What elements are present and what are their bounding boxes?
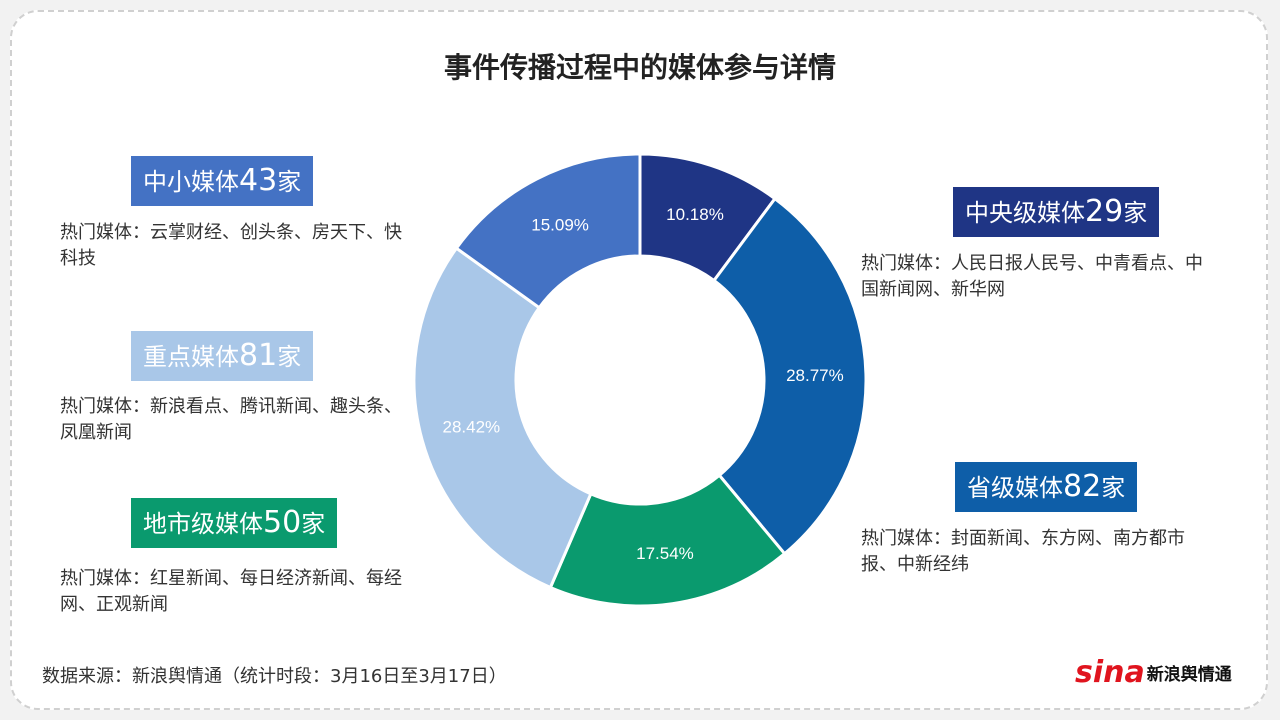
desc-city-media: 热门媒体：红星新闻、每日经济新闻、每经网、正观新闻: [60, 568, 402, 615]
group-small-media: 中小媒体43家: [131, 156, 314, 206]
badge-count: 81: [239, 338, 278, 373]
badge-label: 中央级媒体: [965, 199, 1085, 227]
sina-logo: sina 新浪舆情通: [1075, 652, 1232, 692]
badge-city-media: 地市级媒体50家: [131, 498, 338, 548]
badge-key-media: 重点媒体81家: [131, 331, 314, 381]
group-key-media: 重点媒体81家: [131, 331, 314, 381]
badge-count: 29: [1085, 194, 1124, 229]
group-province-media: 省级媒体82家: [955, 462, 1138, 512]
desc-small-media: 热门媒体：云掌财经、创头条、房天下、快科技: [60, 222, 402, 269]
badge-count: 43: [239, 163, 278, 198]
desc-central-media: 热门媒体：人民日报人民号、中青看点、中国新闻网、新华网: [861, 253, 1203, 300]
group-central-media: 中央级媒体29家: [953, 187, 1160, 237]
slice-city: [548, 473, 787, 608]
badge-unit: 家: [277, 168, 302, 196]
badge-unit: 家: [277, 343, 302, 371]
chart-title: 事件传播过程中的媒体参与详情: [443, 51, 836, 84]
badge-count: 50: [263, 505, 302, 540]
slice-label: 10.18%: [666, 205, 724, 224]
badge-label: 重点媒体: [143, 343, 239, 371]
slice-label: 28.42%: [443, 418, 501, 437]
logo-text: 新浪舆情通: [1146, 664, 1232, 685]
badge-unit: 家: [1123, 199, 1148, 227]
desc-province-media: 热门媒体：封面新闻、东方网、南方都市报、中新经纬: [861, 528, 1185, 575]
badge-unit: 家: [1101, 474, 1126, 502]
slice-label: 28.77%: [786, 366, 844, 385]
desc-key-media: 热门媒体：新浪看点、腾讯新闻、趣头条、凤凰新闻: [60, 396, 402, 443]
slice-province: [711, 196, 868, 556]
badge-province-media: 省级媒体82家: [955, 462, 1138, 512]
badge-label: 中小媒体: [143, 168, 239, 196]
slice-label: 17.54%: [636, 544, 694, 563]
sina-eye-icon: sina: [1075, 654, 1145, 690]
badge-central-media: 中央级媒体29家: [953, 187, 1160, 237]
data-source: 数据来源：新浪舆情通（统计时段：3月16日至3月17日）: [42, 666, 507, 687]
badge-count: 82: [1063, 469, 1102, 504]
group-city-media: 地市级媒体50家: [131, 498, 338, 548]
badge-label: 省级媒体: [967, 474, 1063, 502]
slice-key: [412, 246, 593, 590]
badge-label: 地市级媒体: [143, 510, 263, 538]
badge-unit: 家: [301, 510, 326, 538]
slice-small: [454, 152, 642, 310]
slice-label: 15.09%: [531, 215, 589, 234]
badge-small-media: 中小媒体43家: [131, 156, 314, 206]
